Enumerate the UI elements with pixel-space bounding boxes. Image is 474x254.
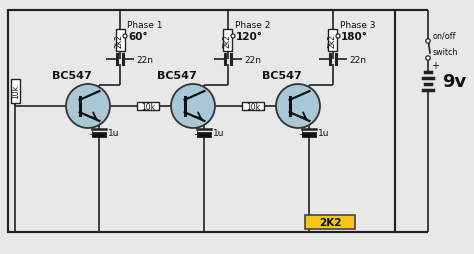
Text: 180°: 180° (341, 32, 368, 42)
Circle shape (123, 35, 127, 39)
Text: 2k2: 2k2 (222, 34, 231, 48)
Text: on/off: on/off (433, 31, 456, 40)
Text: BC547: BC547 (157, 71, 197, 81)
Text: 10k: 10k (141, 102, 155, 111)
Bar (11, 80, 20, 104)
Text: 10k: 10k (11, 85, 20, 99)
Text: 2K2: 2K2 (319, 217, 341, 227)
Bar (137, 103, 159, 110)
Circle shape (231, 35, 235, 39)
Text: +: + (89, 130, 96, 138)
Text: 2k2: 2k2 (328, 34, 337, 48)
Text: Phase 2: Phase 2 (235, 20, 270, 29)
Text: 2k2: 2k2 (115, 34, 124, 48)
Text: Phase 1: Phase 1 (127, 20, 163, 29)
Bar (224, 30, 233, 52)
Text: 60°: 60° (128, 32, 147, 42)
Text: 22n: 22n (136, 55, 153, 64)
Bar (116, 30, 125, 52)
Text: 22n: 22n (349, 55, 366, 64)
Bar (242, 103, 264, 110)
Bar (92, 132, 107, 137)
Bar (302, 132, 317, 137)
Text: +: + (299, 130, 306, 138)
Text: +: + (431, 61, 439, 71)
Bar (8, 11, 395, 232)
Text: BC547: BC547 (262, 71, 302, 81)
Text: switch: switch (433, 48, 458, 57)
Circle shape (276, 85, 320, 129)
Text: Phase 3: Phase 3 (340, 20, 375, 29)
Text: 1u: 1u (109, 129, 120, 138)
Circle shape (66, 85, 110, 129)
Circle shape (426, 57, 430, 61)
Bar (328, 30, 337, 52)
Text: +: + (193, 130, 201, 138)
Circle shape (426, 40, 430, 44)
Circle shape (336, 35, 340, 39)
Text: 9v: 9v (442, 73, 466, 91)
Bar (305, 215, 355, 229)
Bar (198, 132, 211, 137)
Text: 1u: 1u (213, 129, 225, 138)
Text: 1u: 1u (319, 129, 330, 138)
Circle shape (171, 85, 215, 129)
Text: 10k: 10k (246, 102, 260, 111)
Text: 120°: 120° (236, 32, 263, 42)
Text: BC547: BC547 (52, 71, 92, 81)
Text: 22n: 22n (244, 55, 261, 64)
